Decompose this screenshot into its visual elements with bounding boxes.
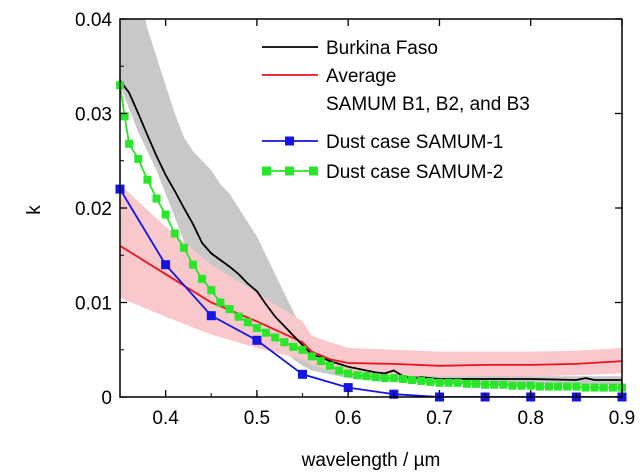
point-samum2	[408, 376, 417, 384]
point-samum2	[307, 352, 316, 361]
point-samum2	[120, 112, 129, 121]
x-tick-label: 0.5	[244, 408, 270, 429]
legend-marker-samum1	[285, 136, 294, 146]
point-samum2	[590, 383, 599, 392]
point-samum1	[206, 311, 216, 321]
point-samum2	[581, 383, 590, 392]
point-samum1	[252, 335, 262, 345]
y-tick-label: 0	[101, 388, 112, 409]
point-samum2	[316, 357, 325, 366]
point-samum2	[453, 378, 462, 387]
point-samum2	[161, 210, 170, 219]
legend-marker-samum2-a	[262, 166, 271, 176]
y-axis-label: k	[24, 205, 45, 215]
point-samum2	[353, 371, 362, 380]
legend-label-average-line2: SAMUM B1, B2, and B3	[326, 94, 530, 115]
x-tick-label: 0.8	[518, 408, 544, 429]
point-samum2	[170, 229, 179, 238]
uncertainty-bands	[120, 19, 622, 385]
point-samum2	[526, 381, 535, 390]
point-samum1	[298, 369, 307, 379]
point-samum2	[508, 381, 517, 390]
point-samum2	[216, 298, 225, 307]
point-samum2	[380, 374, 389, 383]
x-tick-label: 0.7	[426, 408, 452, 429]
point-samum2	[179, 243, 188, 252]
point-samum2	[325, 361, 334, 370]
point-samum2	[298, 345, 307, 354]
point-samum2	[572, 382, 581, 391]
point-samum2	[371, 373, 380, 382]
point-samum1	[343, 383, 353, 393]
point-samum2	[152, 194, 161, 203]
legend-marker-samum2-c	[309, 166, 318, 176]
point-samum2	[344, 369, 353, 378]
point-samum2	[335, 366, 344, 375]
point-samum2	[271, 333, 280, 342]
point-samum2	[545, 382, 553, 391]
point-samum2	[362, 372, 371, 381]
y-tick-label: 0.01	[75, 294, 112, 315]
point-samum2	[472, 379, 480, 388]
point-samum2	[262, 328, 270, 337]
point-samum2	[608, 383, 617, 392]
point-samum2	[426, 377, 435, 386]
point-samum2	[225, 305, 234, 314]
y-tick-label: 0.03	[75, 105, 112, 126]
point-samum2	[207, 286, 216, 295]
legend-label-samum2: Dust case SAMUM-2	[326, 162, 503, 183]
x-tick-label: 0.6	[335, 408, 361, 429]
point-samum2	[499, 380, 508, 389]
point-samum2	[234, 312, 243, 321]
point-samum2	[198, 274, 207, 283]
point-samum2	[398, 375, 407, 383]
axis-tick-labels: 0.4 0.5 0.6 0.7 0.8 0.9 0 0.01 0.02 0.03 0.04	[75, 10, 635, 429]
series-markers	[115, 81, 627, 402]
axis-ticks	[119, 18, 623, 398]
point-samum2	[517, 381, 526, 390]
point-samum2	[490, 380, 499, 389]
point-samum2	[389, 374, 398, 383]
x-axis-label: wavelength / µm	[301, 450, 441, 471]
point-samum2	[444, 378, 453, 387]
y-tick-label: 0.02	[75, 199, 112, 220]
point-samum2	[435, 378, 444, 387]
point-samum1	[161, 260, 171, 270]
series-line-samum1	[120, 188, 622, 397]
legend-label-samum1: Dust case SAMUM-1	[326, 132, 503, 153]
y-tick-label: 0.04	[75, 10, 112, 31]
series-line-burkina	[120, 79, 622, 381]
point-samum2	[134, 154, 143, 163]
point-samum2	[243, 318, 252, 327]
point-samum2	[252, 324, 261, 332]
point-samum2	[462, 379, 471, 388]
point-samum2	[417, 376, 426, 385]
legend-label-average-line1: Average	[326, 66, 396, 87]
point-samum2	[289, 342, 298, 351]
point-samum2	[280, 338, 289, 347]
point-samum2	[599, 383, 608, 392]
point-samum2	[554, 382, 563, 391]
point-samum2	[125, 139, 134, 148]
point-samum2	[143, 175, 152, 184]
legend-marker-samum2-b	[285, 166, 294, 176]
legend: Burkina Faso Average SAMUM B1, B2, and B…	[262, 38, 530, 183]
point-samum2	[189, 260, 197, 269]
x-tick-label: 0.9	[609, 408, 635, 429]
average-band-area	[120, 184, 622, 377]
point-samum2	[481, 380, 490, 389]
point-samum2	[563, 382, 572, 391]
legend-label-burkina: Burkina Faso	[326, 38, 438, 59]
point-samum2	[535, 382, 544, 391]
x-tick-label: 0.4	[152, 408, 179, 429]
